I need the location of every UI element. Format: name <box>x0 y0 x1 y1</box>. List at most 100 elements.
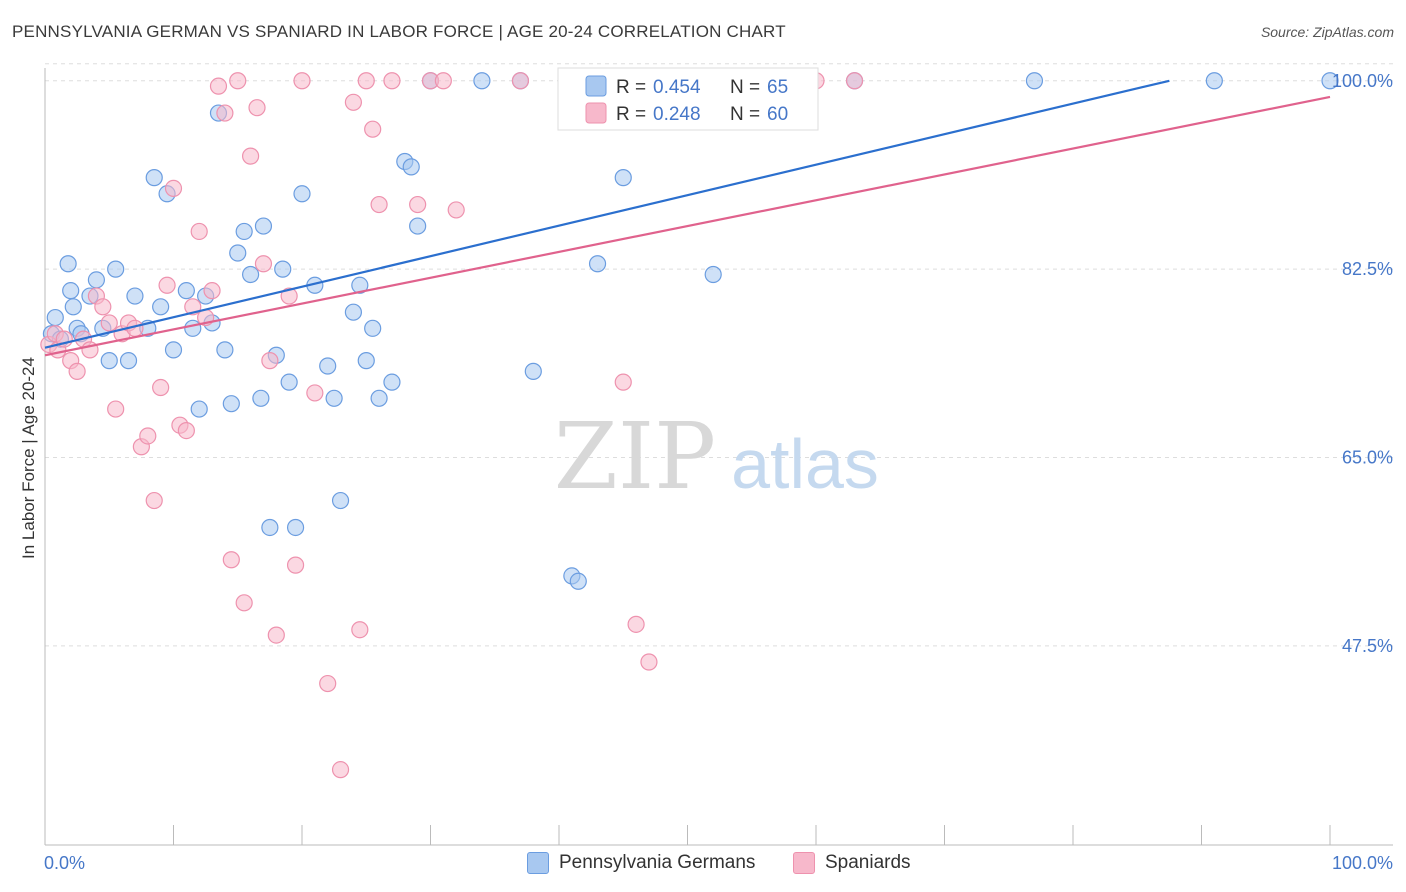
spaniard-point-26 <box>203 282 221 300</box>
spaniard-point-54 <box>614 373 632 391</box>
legend-bottom: Pennsylvania Germans Spaniards <box>0 850 1406 880</box>
pennsylvania-german-point-9 <box>87 271 106 289</box>
pennsylvania-german-point-51 <box>409 217 427 235</box>
pennsylvania-german-point-22 <box>190 400 208 418</box>
pennsylvania-german-point-43 <box>344 303 362 321</box>
pennsylvania-german-point-41 <box>325 389 343 407</box>
pennsylvania-german-point-1 <box>46 308 64 327</box>
spaniard-point-18 <box>152 378 170 397</box>
pennsylvania-german-point-66 <box>1205 72 1223 90</box>
spaniard-point-17 <box>145 491 163 510</box>
pennsylvania-german-point-32 <box>254 217 273 235</box>
legend-label-spaniards: Spaniards <box>825 852 911 873</box>
pennsylvania-german-point-35 <box>274 260 292 278</box>
spaniard-point-52 <box>447 201 465 219</box>
spaniard-point-36 <box>267 626 285 644</box>
spaniard-point-47 <box>370 195 388 214</box>
legend-swatch-pink <box>793 852 815 874</box>
spaniard-point-49 <box>409 195 427 214</box>
pennsylvania-german-point-58 <box>588 255 607 273</box>
legend-top-n-label-1: N = <box>730 104 760 125</box>
spaniard-point-24 <box>190 222 208 241</box>
pennsylvania-german-point-27 <box>222 395 240 413</box>
spaniard-point-19 <box>158 276 176 294</box>
legend-top-n-label-0: N = <box>730 77 760 98</box>
series-pennsylvania-germans <box>42 72 1339 590</box>
spaniard-point-43 <box>344 93 362 111</box>
pennsylvania-german-point-65 <box>1025 72 1044 90</box>
pennsylvania-german-point-37 <box>286 518 305 537</box>
spaniard-point-48 <box>383 72 401 90</box>
pennsylvania-german-point-11 <box>100 352 118 370</box>
legend-top-n-value-1: 60 <box>767 104 788 125</box>
spaniard-point-32 <box>242 147 260 165</box>
spaniard-point-39 <box>293 72 311 90</box>
watermark: ZIP atlas <box>554 403 879 510</box>
y-tick-label-0: 47.5% <box>1342 636 1393 656</box>
pennsylvania-german-point-12 <box>107 260 125 278</box>
spaniard-point-31 <box>235 594 253 612</box>
spaniard-point-46 <box>364 120 382 138</box>
legend-top-swatch-pink <box>585 102 607 124</box>
series-spaniards <box>40 72 864 779</box>
legend-swatch-blue <box>527 852 549 874</box>
pennsylvania-german-point-31 <box>252 389 270 407</box>
spaniard-point-41 <box>319 674 337 693</box>
x-tick-label-max: 100.0% <box>1332 853 1393 873</box>
pennsylvania-german-point-42 <box>331 491 350 510</box>
pennsylvania-german-point-46 <box>364 319 382 337</box>
pennsylvania-german-point-26 <box>216 341 234 359</box>
spaniard-point-42 <box>331 761 350 779</box>
y-axis-label: In Labor Force | Age 20-24 <box>19 357 38 559</box>
trend-line-pennsylvania-germans <box>44 79 1170 349</box>
y-tick-label-1: 65.0% <box>1342 448 1393 468</box>
pennsylvania-german-point-5 <box>64 298 82 316</box>
watermark-atlas: atlas <box>731 425 879 503</box>
spaniard-point-29 <box>222 551 240 569</box>
pennsylvania-german-point-44 <box>351 276 369 294</box>
pennsylvania-german-point-67 <box>1321 72 1339 90</box>
axes <box>44 68 1393 846</box>
source-label: Source: ZipAtlas.com <box>1260 24 1394 40</box>
spaniard-point-5 <box>68 362 86 380</box>
pennsylvania-german-point-21 <box>184 319 202 337</box>
legend-top-swatch-blue <box>585 75 607 97</box>
pennsylvania-german-point-33 <box>261 518 279 537</box>
pennsylvania-german-point-40 <box>319 357 337 375</box>
trend-lines <box>44 79 1331 357</box>
pennsylvania-german-point-38 <box>293 185 311 203</box>
chart-title: PENNSYLVANIA GERMAN VS SPANIARD IN LABOR… <box>12 22 786 41</box>
watermark-zip: ZIP <box>554 403 716 510</box>
spaniard-point-59 <box>845 72 864 90</box>
pennsylvania-german-point-60 <box>614 169 632 187</box>
pennsylvania-german-point-14 <box>126 287 144 305</box>
legend-label-pennsylvania-germans: Pennsylvania Germans <box>559 852 756 873</box>
legend-top-r-value-0: 0.454 <box>653 77 701 98</box>
legend-top-n-value-0: 65 <box>767 77 788 98</box>
spaniard-point-16 <box>139 427 157 445</box>
spaniard-point-35 <box>261 352 279 370</box>
x-tick-label-min: 0.0% <box>44 853 85 873</box>
legend-top: R = 0.454 N = 65 R = 0.248 N = 60 <box>557 67 819 131</box>
spaniard-point-34 <box>254 255 273 273</box>
pennsylvania-german-point-29 <box>235 222 253 241</box>
spaniard-point-56 <box>640 653 658 671</box>
spaniard-point-40 <box>306 384 324 402</box>
legend-item-spaniards: Spaniards <box>793 852 911 874</box>
legend-item-pennsylvania-germans: Pennsylvania Germans <box>527 852 755 874</box>
spaniard-point-33 <box>248 99 266 117</box>
spaniard-point-20 <box>164 179 183 198</box>
spaniard-point-11 <box>107 400 125 418</box>
pennsylvania-german-point-55 <box>524 362 542 380</box>
pennsylvania-german-point-50 <box>402 158 420 176</box>
pennsylvania-german-point-17 <box>152 298 170 316</box>
pennsylvania-german-point-53 <box>473 72 491 90</box>
spaniard-point-53 <box>511 72 530 90</box>
spaniard-point-10 <box>100 314 118 332</box>
spaniard-point-30 <box>229 72 247 90</box>
spaniard-point-37 <box>280 287 298 305</box>
pennsylvania-german-point-57 <box>569 572 587 590</box>
y-tick-label-2: 82.5% <box>1342 259 1393 279</box>
pennsylvania-german-point-16 <box>145 169 163 187</box>
